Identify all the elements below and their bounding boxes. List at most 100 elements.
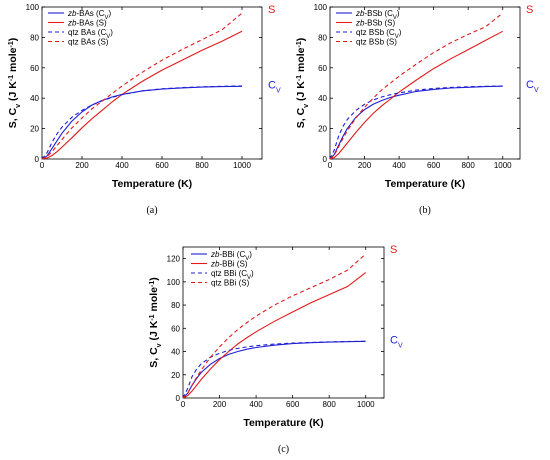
y-tick-label: 100: [167, 278, 181, 287]
chart-panel-b: 0 200 400 600 800 1000 0 20 40 60 80 100 Temperature…: [275, 0, 550, 226]
y-tick-label: 60: [318, 64, 327, 73]
y-title-sub: v: [15, 104, 22, 108]
panel-caption: (a): [146, 205, 157, 216]
series-line-s-qtz: [329, 12, 504, 160]
y-title-sup: -1: [8, 75, 15, 81]
y-title-sup: -1: [296, 75, 303, 81]
legend-entry: qtz BSb (CV): [356, 28, 402, 40]
y-tick-label: 120: [167, 255, 181, 264]
series-line-cv-qtz: [41, 85, 243, 160]
curve-label-cv: CV: [526, 79, 539, 94]
panel-caption: (c): [278, 444, 289, 455]
legend-entry: qtz BSb (S): [356, 38, 397, 47]
y-tick-label: 40: [171, 348, 180, 357]
legend-label: -BAs (C: [76, 9, 104, 18]
y-title-sub: v: [303, 104, 310, 108]
legend-entry: zb-BAs (S): [67, 19, 107, 28]
legend-end: ): [399, 28, 402, 37]
legend-sub: V: [393, 15, 397, 21]
curve-label-s: S: [526, 4, 533, 16]
legend-label: qtz BBi (S): [211, 279, 250, 288]
series-line-s-zb: [329, 30, 503, 160]
curve-label-cv-sub: V: [398, 342, 403, 349]
x-tick-label: 0: [40, 161, 45, 170]
series-line-cv-qtz: [329, 85, 503, 160]
legend-end: ): [108, 9, 111, 18]
x-tick-label: 0: [181, 400, 186, 409]
y-tick-label: 80: [171, 301, 180, 310]
legend-end: ): [397, 9, 400, 18]
x-tick-label: 600: [155, 161, 169, 170]
legend-prefix: zb: [355, 19, 365, 28]
legend-prefix: zb: [210, 260, 220, 269]
legend-entry: qtz BBi (CV): [211, 269, 254, 281]
plot-frame: [182, 246, 385, 399]
legend-entry: qtz BBi (S): [211, 279, 250, 288]
y-tick-label: 0: [35, 155, 40, 164]
y-title-part: mole: [148, 287, 160, 315]
series-line-cv-qtz: [182, 340, 366, 399]
series-line-cv-zb: [329, 85, 503, 160]
legend-label: qtz BSb (C: [356, 28, 395, 37]
y-title-sub: v: [156, 343, 163, 347]
x-tick-label: 800: [195, 161, 209, 170]
legend-label: qtz BAs (C: [68, 28, 106, 37]
legend-sub: V: [395, 34, 399, 40]
legend-label: -BAs (S): [76, 19, 107, 28]
legend-sub: V: [106, 34, 110, 40]
x-tick-label: 600: [427, 161, 441, 170]
legend-entry: zb-BAs (CV): [67, 9, 111, 21]
x-tick-label: 1000: [357, 400, 375, 409]
series-line-s-zb: [41, 30, 243, 160]
legend-prefix: zb: [210, 250, 220, 259]
x-tick-label: 400: [249, 400, 263, 409]
series-line-cv-zb: [41, 85, 243, 160]
y-title-part: S, C: [148, 347, 160, 368]
curve-label-cv-sub: V: [276, 87, 281, 94]
x-axis-title: Temperature (K): [243, 417, 323, 429]
y-tick-label: 100: [314, 3, 328, 12]
y-axis-title: S, Cv (J K-1 mole-1): [148, 277, 163, 368]
legend-label: qtz BSb (S): [356, 38, 397, 47]
y-title-part: ): [295, 38, 307, 42]
legend-entry: zb-BBi (S): [210, 260, 248, 269]
x-tick-label: 800: [323, 400, 337, 409]
series-line-s-qtz: [182, 253, 367, 399]
x-tick-label: 200: [213, 400, 227, 409]
y-title-sup: -1: [149, 281, 156, 287]
x-tick-label: 200: [358, 161, 372, 170]
y-axis-title: S, Cv (J K-1 mole-1): [7, 38, 22, 129]
series-line-s-qtz: [41, 12, 243, 160]
x-tick-label: 1000: [233, 161, 251, 170]
y-tick-label: 80: [30, 33, 39, 42]
chart-panel-c: 0 200 400 600 800 1000 0 20 40 60 80 100 120 Temperat…: [137, 232, 412, 460]
x-axis-title: Temperature (K): [385, 178, 465, 190]
y-tick-label: 100: [26, 3, 40, 12]
curve-label-cv-main: C: [268, 79, 276, 91]
curve-label-cv-main: C: [526, 79, 534, 91]
y-tick-label: 40: [30, 94, 39, 103]
curve-label-s: S: [268, 4, 275, 16]
legend-label: qtz BAs (S): [68, 38, 109, 47]
y-title-part: ): [148, 277, 160, 281]
chart-c-svg: 0 200 400 600 800 1000 0 20 40 60 80 100 120 Temperat…: [148, 244, 403, 455]
curve-label-cv-main: C: [390, 334, 398, 346]
y-title-sup: -1: [149, 314, 156, 320]
curve-label-cv: CV: [390, 334, 403, 349]
y-tick-label: 20: [171, 371, 180, 380]
plot-frame: [329, 6, 521, 160]
legend-entry: qtz BAs (CV): [68, 28, 113, 40]
y-title-part: ): [7, 38, 19, 42]
series-line-s-zb: [182, 272, 367, 399]
legend-label: -BSb (C: [364, 9, 393, 18]
y-tick-label: 20: [30, 125, 39, 134]
legend-prefix: zb: [67, 9, 77, 18]
legend-prefix: zb: [67, 19, 77, 28]
legend-label: -BSb (S): [364, 19, 395, 28]
x-tick-label: 0: [328, 161, 333, 170]
y-title-sup: -1: [8, 41, 15, 47]
legend-entry: zb-BSb (CV): [355, 9, 400, 21]
legend-sub: V: [247, 275, 251, 281]
x-tick-label: 400: [392, 161, 406, 170]
legend-end: ): [249, 250, 252, 259]
